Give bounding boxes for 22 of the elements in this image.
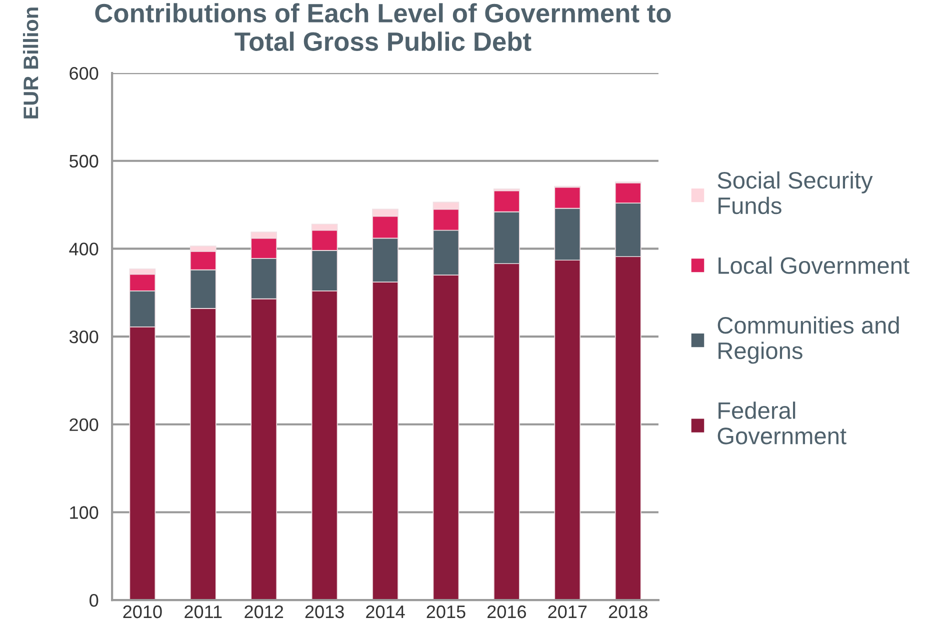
x-tick-label: 2018 xyxy=(608,605,648,618)
x-tick-label: 2016 xyxy=(488,605,526,618)
x-tick-label: 2013 xyxy=(305,605,344,618)
x-tick-label: 2010 xyxy=(123,605,162,618)
y-tick-label: 500 xyxy=(69,154,98,168)
y-tick-label: 0 xyxy=(90,594,98,607)
legend-label: Social Security Funds xyxy=(718,171,873,214)
x-tick-label: 2014 xyxy=(366,605,405,618)
x-tick-label: 2011 xyxy=(184,605,222,618)
y-axis-title: EUR Billion xyxy=(22,8,38,118)
legend-label: Communities and Regions xyxy=(718,316,899,364)
legend-label: Local Government xyxy=(718,256,910,274)
y-tick-label: 200 xyxy=(70,418,98,432)
chart-title: Contributions of Each Level of Government to Total Gross Public Debt xyxy=(95,3,671,51)
y-tick-label: 400 xyxy=(69,242,98,256)
y-tick-label: 100 xyxy=(70,506,98,519)
x-tick-label: 2017 xyxy=(548,605,587,618)
x-tick-label: 2015 xyxy=(426,605,466,618)
x-tick-label: 2012 xyxy=(244,605,284,618)
legend-label: Federal Government xyxy=(718,402,846,444)
y-tick-label: 600 xyxy=(70,66,98,80)
y-tick-label: 300 xyxy=(69,330,98,344)
